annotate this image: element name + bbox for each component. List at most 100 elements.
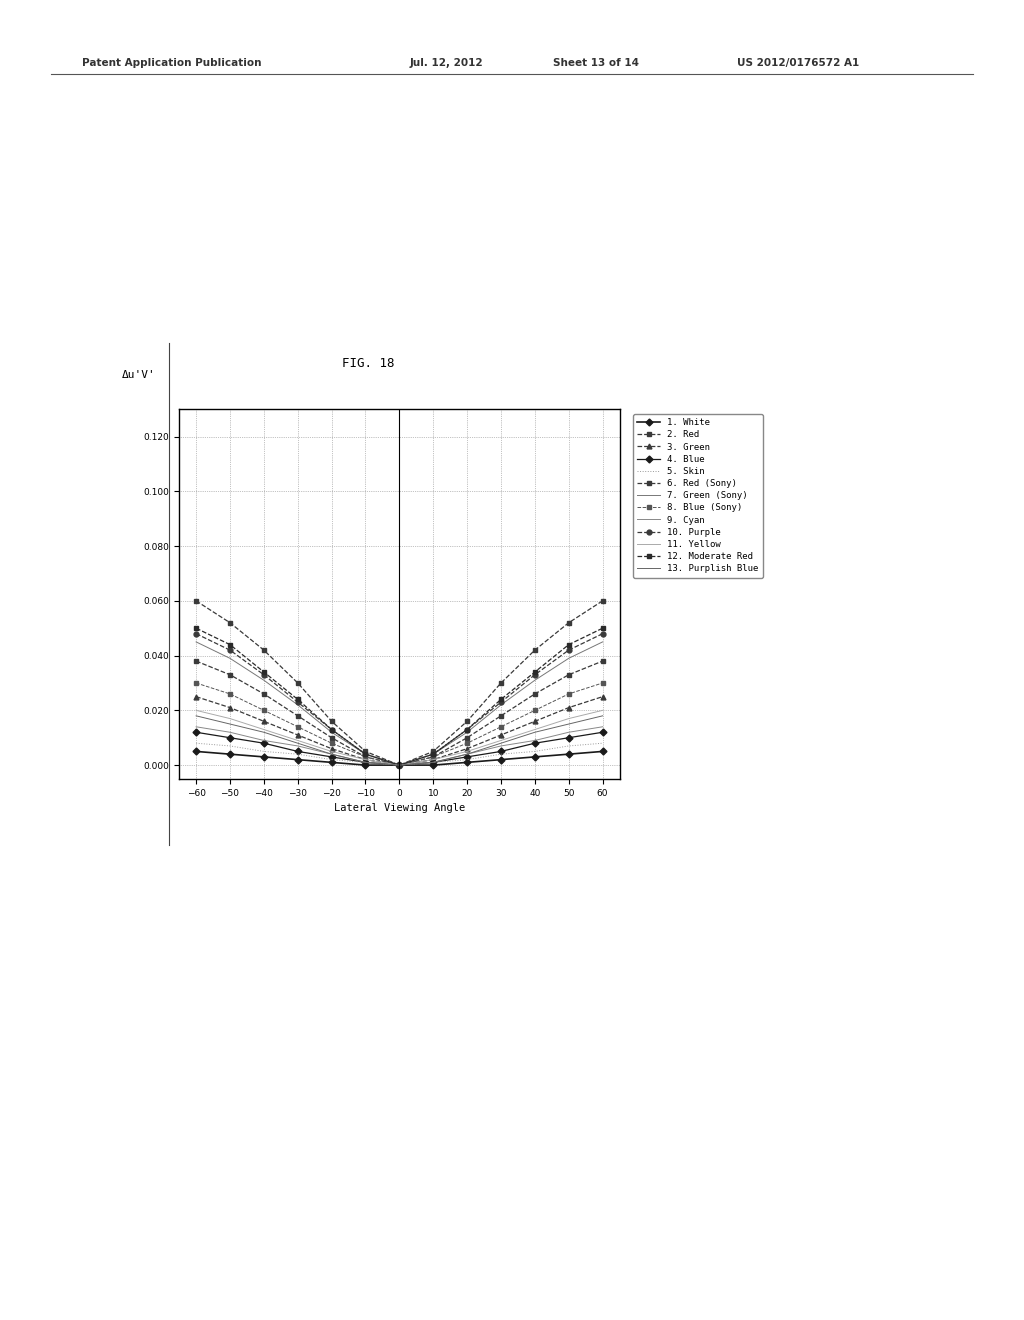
6. Red (Sony) [528, 643, 541, 659]
11. Yellow [190, 702, 203, 718]
8. Blue (Sony) [292, 719, 304, 735]
1. White [427, 758, 439, 774]
11. Yellow [562, 710, 574, 726]
5. Skin [495, 746, 507, 762]
Line: 5. Skin: 5. Skin [197, 743, 602, 766]
3. Green [190, 689, 203, 705]
2. Red [359, 748, 372, 764]
12. Moderate Red [190, 620, 203, 636]
7. Green (Sony) [596, 634, 608, 649]
X-axis label: Lateral Viewing Angle: Lateral Viewing Angle [334, 803, 465, 813]
5. Skin [427, 755, 439, 771]
3. Green [528, 713, 541, 729]
7. Green (Sony) [224, 651, 237, 667]
8. Blue (Sony) [190, 675, 203, 690]
9. Cyan [596, 719, 608, 735]
1. White [224, 746, 237, 762]
10. Purple [427, 746, 439, 762]
6. Red (Sony) [224, 615, 237, 631]
5. Skin [258, 743, 270, 759]
Line: 6. Red (Sony): 6. Red (Sony) [194, 598, 605, 767]
3. Green [427, 751, 439, 767]
11. Yellow [224, 710, 237, 726]
2. Red [190, 653, 203, 669]
Line: 13. Purplish Blue: 13. Purplish Blue [197, 715, 602, 766]
11. Yellow [393, 758, 406, 774]
4. Blue [292, 743, 304, 759]
6. Red (Sony) [461, 713, 473, 729]
Text: Patent Application Publication: Patent Application Publication [82, 58, 261, 69]
5. Skin [596, 735, 608, 751]
1. White [258, 748, 270, 764]
6. Red (Sony) [393, 758, 406, 774]
5. Skin [562, 738, 574, 754]
2. Red [495, 708, 507, 723]
3. Green [224, 700, 237, 715]
7. Green (Sony) [190, 634, 203, 649]
11. Yellow [359, 751, 372, 767]
1. White [495, 751, 507, 767]
5. Skin [292, 746, 304, 762]
5. Skin [224, 738, 237, 754]
3. Green [326, 741, 338, 756]
4. Blue [190, 725, 203, 741]
10. Purple [461, 722, 473, 738]
8. Blue (Sony) [495, 719, 507, 735]
2. Red [427, 748, 439, 764]
2. Red [224, 667, 237, 682]
9. Cyan [258, 733, 270, 748]
Line: 12. Moderate Red: 12. Moderate Red [194, 626, 605, 767]
13. Purplish Blue [562, 717, 574, 733]
4. Blue [495, 743, 507, 759]
12. Moderate Red [596, 620, 608, 636]
13. Purplish Blue [596, 708, 608, 723]
10. Purple [292, 694, 304, 710]
9. Cyan [224, 725, 237, 741]
9. Cyan [190, 719, 203, 735]
5. Skin [393, 758, 406, 774]
5. Skin [528, 743, 541, 759]
1. White [359, 758, 372, 774]
4. Blue [393, 758, 406, 774]
Line: 10. Purple: 10. Purple [194, 631, 605, 767]
7. Green (Sony) [258, 672, 270, 688]
11. Yellow [528, 722, 541, 738]
1. White [326, 755, 338, 771]
Line: 7. Green (Sony): 7. Green (Sony) [197, 642, 602, 766]
1. White [461, 755, 473, 771]
4. Blue [427, 755, 439, 771]
12. Moderate Red [326, 722, 338, 738]
4. Blue [258, 735, 270, 751]
10. Purple [393, 758, 406, 774]
2. Red [461, 730, 473, 746]
8. Blue (Sony) [359, 748, 372, 764]
8. Blue (Sony) [326, 735, 338, 751]
Text: Sheet 13 of 14: Sheet 13 of 14 [553, 58, 639, 69]
6. Red (Sony) [190, 593, 203, 609]
Line: 8. Blue (Sony): 8. Blue (Sony) [194, 681, 605, 767]
6. Red (Sony) [292, 675, 304, 690]
9. Cyan [326, 746, 338, 762]
10. Purple [562, 643, 574, 659]
13. Purplish Blue [359, 755, 372, 771]
2. Red [562, 667, 574, 682]
Legend: 1. White, 2. Red, 3. Green, 4. Blue, 5. Skin, 6. Red (Sony), 7. Green (Sony), 8.: 1. White, 2. Red, 3. Green, 4. Blue, 5. … [633, 413, 763, 578]
7. Green (Sony) [562, 651, 574, 667]
1. White [393, 758, 406, 774]
11. Yellow [292, 733, 304, 748]
3. Green [359, 751, 372, 767]
12. Moderate Red [562, 636, 574, 652]
9. Cyan [495, 738, 507, 754]
12. Moderate Red [258, 664, 270, 680]
7. Green (Sony) [393, 758, 406, 774]
Line: 1. White: 1. White [194, 748, 605, 767]
9. Cyan [393, 758, 406, 774]
12. Moderate Red [427, 746, 439, 762]
6. Red (Sony) [427, 743, 439, 759]
3. Green [393, 758, 406, 774]
4. Blue [326, 748, 338, 764]
9. Cyan [359, 755, 372, 771]
2. Red [528, 686, 541, 702]
3. Green [292, 727, 304, 743]
9. Cyan [292, 738, 304, 754]
